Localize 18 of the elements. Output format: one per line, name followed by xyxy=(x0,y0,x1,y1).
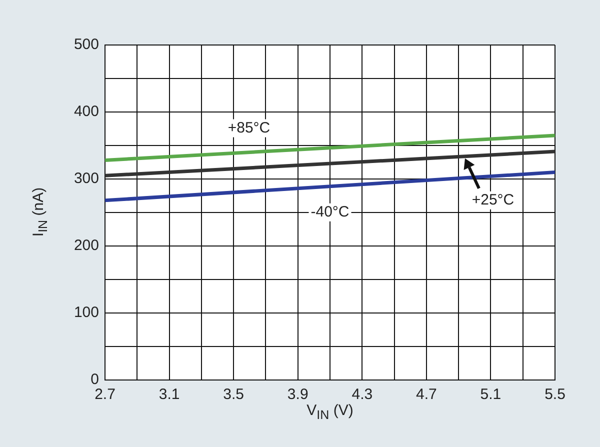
y-tick-label: 500 xyxy=(74,36,99,54)
x-tick-label: 4.3 xyxy=(352,386,373,404)
x-tick-label: 3.9 xyxy=(287,386,308,404)
y-tick-label: 300 xyxy=(74,170,99,188)
x-tick-label: 5.1 xyxy=(480,386,502,404)
x-tick-label: 3.5 xyxy=(223,386,244,404)
y-tick-label: 100 xyxy=(74,304,99,322)
x-tick-label: 2.7 xyxy=(94,386,116,404)
y-tick-label: 200 xyxy=(74,237,99,254)
x-tick-label: 3.1 xyxy=(158,386,180,404)
series-label: -40°C xyxy=(310,204,350,221)
series-label: +85°C xyxy=(228,119,270,136)
x-tick-label: 5.5 xyxy=(544,386,566,404)
x-tick-label: 4.7 xyxy=(416,386,437,404)
x-axis-title: V$_{IN}$ (V) xyxy=(306,402,354,422)
text: +25°C xyxy=(472,191,514,208)
y-tick-label: 400 xyxy=(74,103,99,120)
y-tick-label: 0 xyxy=(90,371,99,388)
